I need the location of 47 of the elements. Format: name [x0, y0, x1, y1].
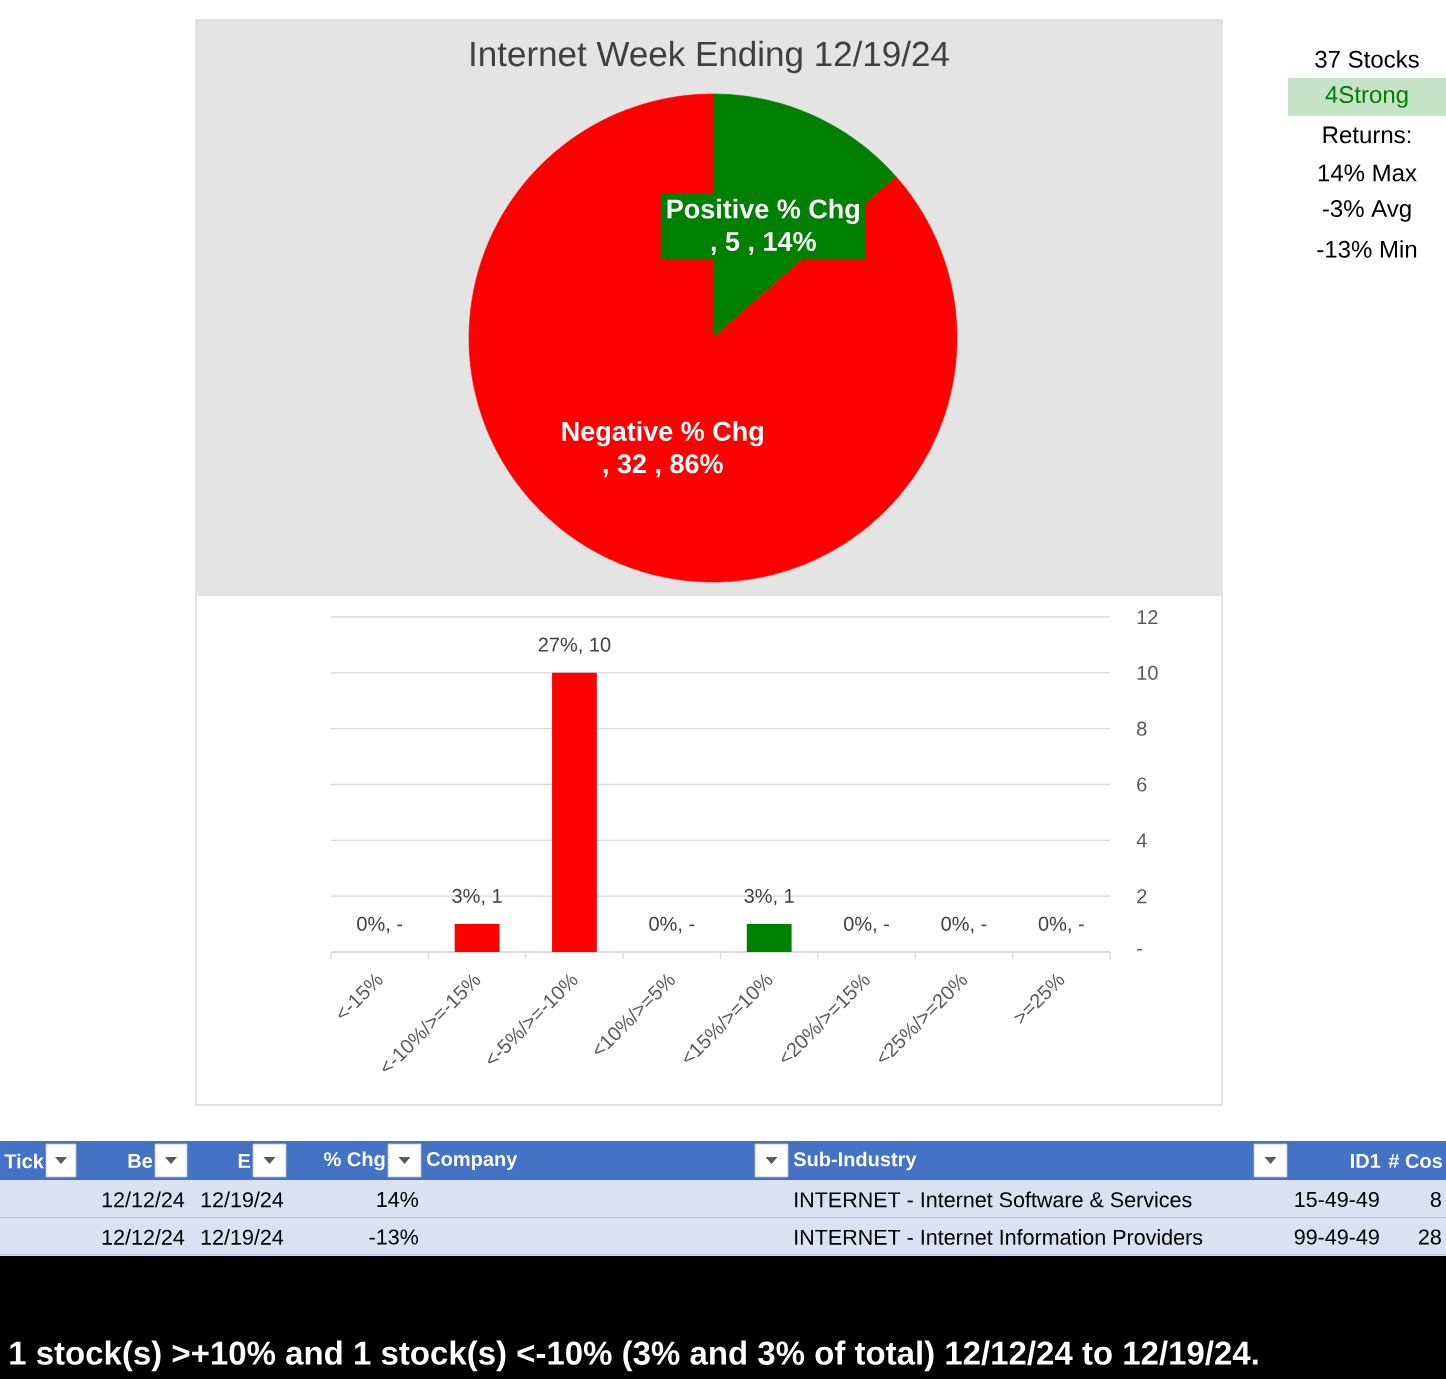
data-label: 0%, - — [844, 916, 889, 934]
y-tick-label: - — [1137, 948, 1142, 951]
text: 37 Stocks — [1315, 50, 1419, 68]
category-label: Be — [128, 1154, 153, 1168]
y-tick-label: 10 — [1137, 665, 1158, 680]
text: -3% Avg — [1322, 200, 1411, 222]
data-label: , 32 , 86% — [603, 454, 723, 478]
data-label: , 5 , 14% — [711, 231, 816, 255]
y-tick-label: 4 — [1136, 833, 1147, 848]
y-tick-label: 8 — [1137, 721, 1147, 736]
data-label: 27%, 10 — [538, 637, 611, 655]
text: 15-49-49 — [1295, 1191, 1379, 1208]
text: Returns: — [1323, 126, 1411, 144]
chart-title: Internet Week Ending 12/19/24 — [471, 40, 949, 74]
category-label: ID1 — [1351, 1154, 1381, 1168]
data-label: 0%, - — [649, 916, 695, 934]
data-label: 3%, 1 — [744, 888, 794, 906]
y-tick-label: 2 — [1137, 889, 1147, 904]
text: 1 stock(s) >+10% and 1 stock(s) <-10% (3% and 3% of total) 12/12/24 to 12/19/24. — [10, 1340, 1258, 1372]
text: 28 — [1418, 1229, 1441, 1245]
data-label: 0%, - — [941, 916, 987, 934]
text: 99-49-49 — [1294, 1229, 1379, 1245]
text: INTERNET - Internet Software & Services — [795, 1191, 1192, 1208]
y-tick-label: 6 — [1137, 777, 1147, 792]
slice-label: Positive % Chg — [667, 198, 859, 225]
category-label: Company — [427, 1151, 518, 1171]
text: 12/12/24 — [102, 1191, 185, 1208]
text: -13% — [369, 1229, 419, 1245]
y-tick-label: 12 — [1137, 610, 1158, 624]
slice-label: Negative % Chg — [562, 421, 763, 447]
text: 14% — [377, 1191, 419, 1208]
text: 14% Max — [1318, 164, 1417, 182]
category-label: # Cos — [1388, 1153, 1442, 1169]
category-label: Tick — [4, 1153, 44, 1169]
text: INTERNET - Internet Information Providers — [795, 1229, 1203, 1245]
data-label: 0%, - — [1038, 916, 1084, 934]
text: 8 — [1430, 1191, 1441, 1208]
category-label: % Chg — [324, 1151, 385, 1171]
data-label: 3%, 1 — [452, 888, 502, 906]
text: -13% Min — [1317, 240, 1417, 258]
text: 12/19/24 — [201, 1229, 284, 1245]
text: 12/19/24 — [201, 1191, 284, 1208]
data-label: 0%, - — [357, 916, 403, 934]
text: 12/12/24 — [102, 1229, 185, 1245]
text: 4Strong — [1325, 86, 1408, 108]
category-label: Sub-Industry — [793, 1151, 917, 1171]
category-label: E — [238, 1154, 251, 1168]
